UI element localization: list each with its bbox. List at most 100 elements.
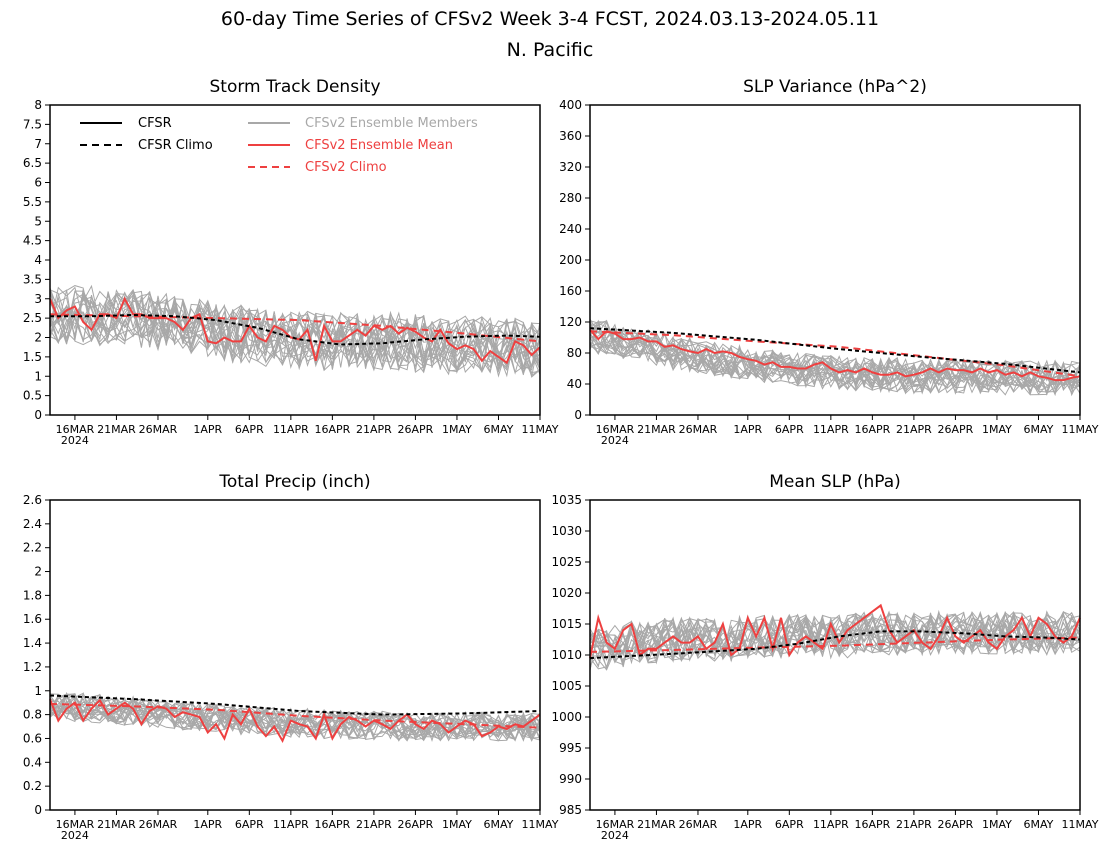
x-tick-label: 11MAY — [1062, 423, 1099, 436]
x-tick-label: 6APR — [775, 818, 804, 831]
legend-label-cfsv2-climo: CFSv2 Climo — [305, 160, 387, 175]
x-tick-label: 26APR — [938, 818, 974, 831]
member-series — [49, 293, 541, 374]
y-tick-label: 995 — [559, 741, 582, 755]
x-tick-label: 26APR — [938, 423, 974, 436]
y-tick-label: 1035 — [551, 493, 582, 507]
x-tick-label: 21MAR — [637, 818, 676, 831]
x-tick-label: 26MAR — [679, 423, 718, 436]
member-series — [49, 693, 541, 742]
x-tick-label: 11MAY — [522, 423, 559, 436]
y-tick-label: 4 — [34, 253, 42, 267]
x-tick-label: 11MAY — [522, 818, 559, 831]
y-tick-label: 2 — [34, 565, 42, 579]
y-tick-label: 1.2 — [23, 660, 42, 674]
y-tick-label: 400 — [559, 98, 582, 112]
y-tick-label: 0 — [34, 408, 42, 422]
y-tick-label: 1005 — [551, 679, 582, 693]
y-tick-label: 1000 — [551, 710, 582, 724]
legend-label-cfsr: CFSR — [138, 116, 172, 131]
y-tick-label: 1 — [34, 684, 42, 698]
chart-title: 60-day Time Series of CFSv2 Week 3-4 FCS… — [221, 8, 879, 30]
y-tick-label: 240 — [559, 222, 582, 236]
x-tick-label: 16APR — [854, 423, 890, 436]
y-tick-label: 8 — [34, 98, 42, 112]
x-tick-label: 11APR — [813, 423, 849, 436]
cfsr-climo-series — [589, 327, 1081, 374]
y-tick-label: 2 — [34, 331, 42, 345]
member-series — [49, 285, 541, 378]
y-tick-label: 0.2 — [23, 779, 42, 793]
x-tick-label: 1APR — [193, 423, 222, 436]
panel-storm: Storm Track Density 0 0.5 1 1.5 2 2.5 3 3.5 4 4.5 5… — [23, 77, 559, 447]
y-tick-label: 1.5 — [23, 350, 42, 364]
x-tick-label: 16APR — [314, 423, 350, 436]
x-tick-label: 16MAR — [596, 818, 635, 831]
y-tick-label: 4.5 — [23, 234, 42, 248]
chart-subtitle: N. Pacific — [507, 39, 594, 61]
ensemble-members — [49, 284, 541, 378]
y-tick-label: 1020 — [551, 586, 582, 600]
panel-title: SLP Variance (hPa^2) — [743, 77, 927, 97]
x-tick-label: 26APR — [398, 818, 434, 831]
ensemble-members — [589, 318, 1081, 397]
x-year-label: 2024 — [61, 434, 89, 447]
cfsr-climo-series — [49, 694, 541, 716]
y-tick-label: 7 — [34, 137, 42, 151]
y-tick-label: 3.5 — [23, 272, 42, 286]
x-tick-label: 11MAY — [1062, 818, 1099, 831]
x-tick-label: 1APR — [193, 818, 222, 831]
x-tick-label: 21MAR — [637, 423, 676, 436]
x-tick-label: 1MAY — [982, 423, 1012, 436]
x-tick-label: 1MAY — [442, 423, 472, 436]
x-tick-label: 6APR — [235, 818, 264, 831]
ensemble-mean-series — [589, 329, 1081, 382]
y-tick-label: 280 — [559, 191, 582, 205]
x-tick-label: 16MAR — [596, 423, 635, 436]
y-tick-label: 990 — [559, 772, 582, 786]
legend-label-ens-mean: CFSv2 Ensemble Mean — [305, 138, 453, 153]
x-tick-label: 26APR — [398, 423, 434, 436]
x-tick-label: 26MAR — [139, 818, 178, 831]
y-tick-label: 160 — [559, 284, 582, 298]
y-tick-label: 200 — [559, 253, 582, 267]
x-tick-label: 11APR — [273, 818, 309, 831]
x-tick-label: 16APR — [854, 818, 890, 831]
y-tick-label: 6 — [34, 176, 42, 190]
x-tick-label: 16MAR — [56, 423, 95, 436]
y-tick-label: 2.2 — [23, 541, 42, 555]
x-tick-label: 21MAR — [97, 423, 136, 436]
x-year-label: 2024 — [601, 829, 629, 842]
x-tick-label: 6APR — [775, 423, 804, 436]
panel-slpvar: SLP Variance (hPa^2) 0 40 80 120 160 200 240 280… — [559, 77, 1099, 447]
member-series — [589, 611, 1081, 665]
y-tick-label: 2.4 — [23, 517, 42, 531]
y-tick-label: 5 — [34, 214, 42, 228]
y-tick-label: 985 — [559, 803, 582, 817]
plot-frame — [49, 104, 541, 416]
y-tick-label: 6.5 — [23, 156, 42, 170]
y-tick-label: 1025 — [551, 555, 582, 569]
y-tick-label: 3 — [34, 292, 42, 306]
x-tick-label: 21APR — [896, 423, 932, 436]
y-tick-label: 7.5 — [23, 117, 42, 131]
x-tick-label: 6APR — [235, 423, 264, 436]
member-series — [589, 611, 1081, 660]
ensemble-mean-series — [49, 698, 541, 744]
y-tick-label: 0 — [574, 408, 582, 422]
member-series — [590, 611, 1081, 666]
ensemble-members — [589, 609, 1081, 671]
x-tick-label: 21APR — [896, 818, 932, 831]
y-tick-label: 1.4 — [23, 636, 42, 650]
x-year-label: 2024 — [601, 434, 629, 447]
x-tick-label: 1MAY — [442, 818, 472, 831]
panel-title: Total Precip (inch) — [218, 472, 370, 492]
member-series — [589, 330, 1081, 393]
x-tick-label: 6MAY — [484, 818, 514, 831]
panel-meanslp: Mean SLP (hPa) 985 990 995 1000 1005 1010 1015 1… — [551, 472, 1098, 842]
y-tick-label: 1010 — [551, 648, 582, 662]
x-tick-label: 21MAR — [97, 818, 136, 831]
member-series — [49, 289, 541, 375]
y-tick-label: 2.5 — [23, 311, 42, 325]
